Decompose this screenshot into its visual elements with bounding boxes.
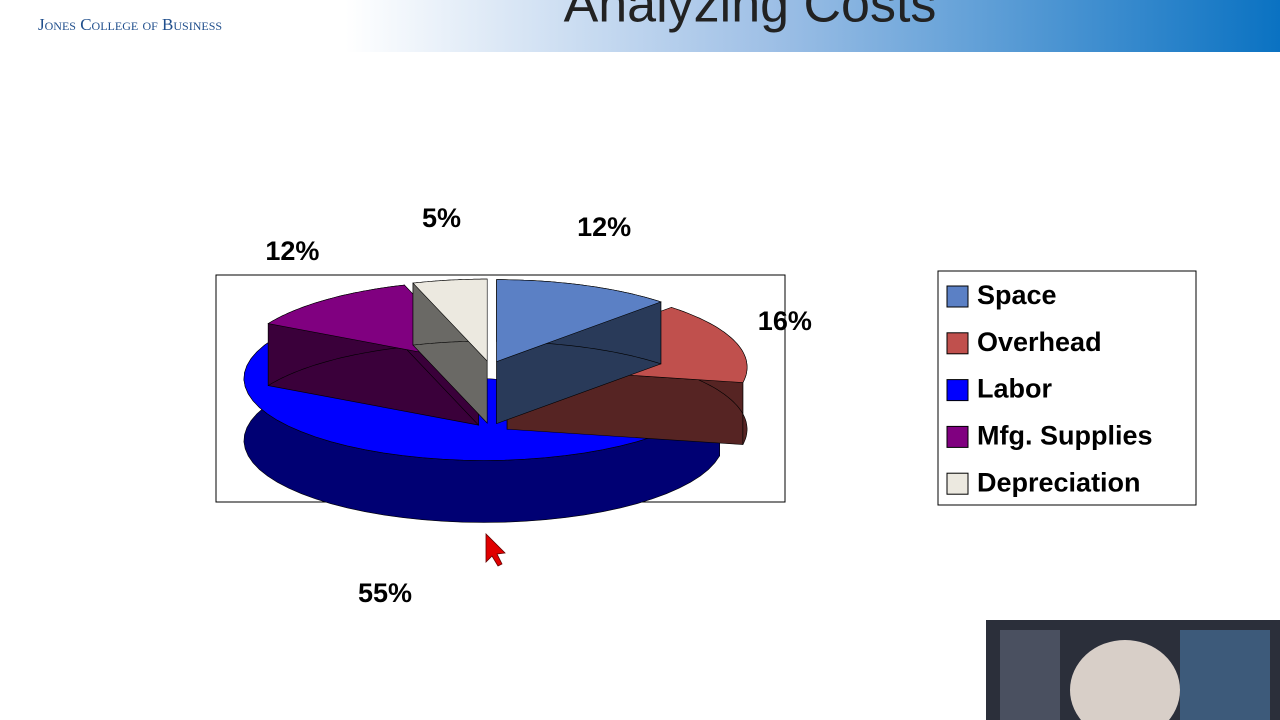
cursor	[485, 533, 506, 567]
webcam-person	[1070, 640, 1180, 720]
legend-frame	[937, 270, 1197, 506]
pie: 12% 16% 55% 12% 5%	[243, 203, 812, 608]
pie-slice	[412, 278, 488, 424]
legend-swatch	[946, 472, 969, 495]
data-label: 5%	[422, 203, 461, 233]
data-label: 16%	[758, 306, 812, 336]
legend-label: Depreciation	[977, 467, 1141, 497]
legend-swatch	[946, 332, 969, 355]
org-name: Jones College of Business	[38, 15, 222, 34]
data-label: 55%	[358, 578, 412, 608]
legend-label: Labor	[977, 374, 1052, 404]
legend-label: Space	[977, 280, 1057, 310]
legend-swatch	[946, 425, 969, 448]
slice-top	[496, 279, 662, 363]
webcam-books	[1180, 630, 1270, 720]
slide-title: Analyzing Costs	[564, 0, 937, 34]
header-bar	[0, 0, 1280, 52]
pie-slice	[496, 279, 662, 425]
data-label: 12%	[265, 236, 319, 266]
legend: Space Overhead Labor Mfg. Supplies Depreciat…	[946, 280, 1153, 497]
legend-swatch	[946, 285, 969, 308]
slice-top	[412, 278, 488, 362]
webcam-shelf	[1000, 630, 1060, 720]
legend-label: Overhead	[977, 327, 1102, 357]
legend-label: Mfg. Supplies	[977, 421, 1153, 451]
legend-swatch	[946, 379, 969, 402]
data-label: 12%	[577, 212, 631, 242]
